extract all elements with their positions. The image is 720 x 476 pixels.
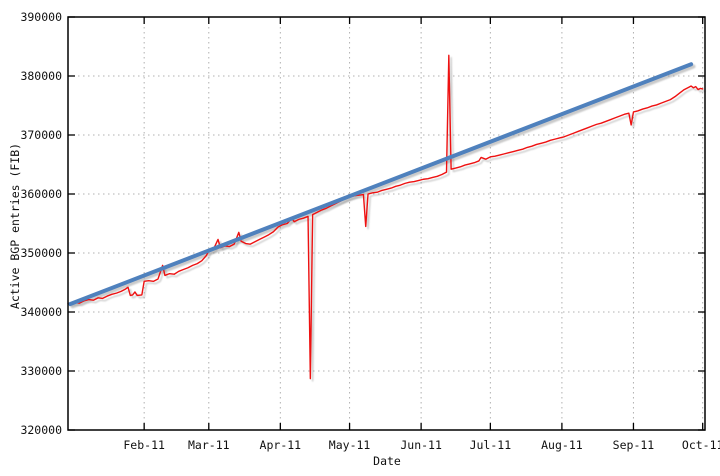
measurement-line-shadow bbox=[69, 56, 706, 382]
y-tick-label: 330000 bbox=[20, 364, 62, 378]
y-tick-label: 390000 bbox=[20, 10, 62, 24]
y-tick-label: 380000 bbox=[20, 69, 62, 83]
y-tick-label: 340000 bbox=[20, 305, 62, 319]
x-axis-title: Date bbox=[373, 454, 401, 468]
x-tick-label: Mar-11 bbox=[188, 438, 230, 452]
x-tick-label: Apr-11 bbox=[260, 438, 302, 452]
plot-border bbox=[67, 16, 706, 431]
y-axis-title: Active BGP entries (FIB) bbox=[8, 142, 22, 310]
x-tick-label: Sep-11 bbox=[613, 438, 655, 452]
x-tick-label: Feb-11 bbox=[123, 438, 165, 452]
y-tick-label: 350000 bbox=[20, 246, 62, 260]
y-tick-label: 370000 bbox=[20, 128, 62, 142]
x-tick-label: Oct-11 bbox=[682, 438, 720, 452]
measurement-line bbox=[67, 54, 704, 380]
y-tick-label: 320000 bbox=[20, 423, 62, 437]
trend-line bbox=[68, 62, 694, 307]
y-tick-label: 360000 bbox=[20, 187, 62, 201]
x-tick-label: Jun-11 bbox=[400, 438, 442, 452]
x-tick-label: Aug-11 bbox=[541, 438, 583, 452]
trend-line-shadow bbox=[70, 64, 696, 309]
x-tick-label: Jul-11 bbox=[470, 438, 512, 452]
x-tick-label: May-11 bbox=[329, 438, 371, 452]
